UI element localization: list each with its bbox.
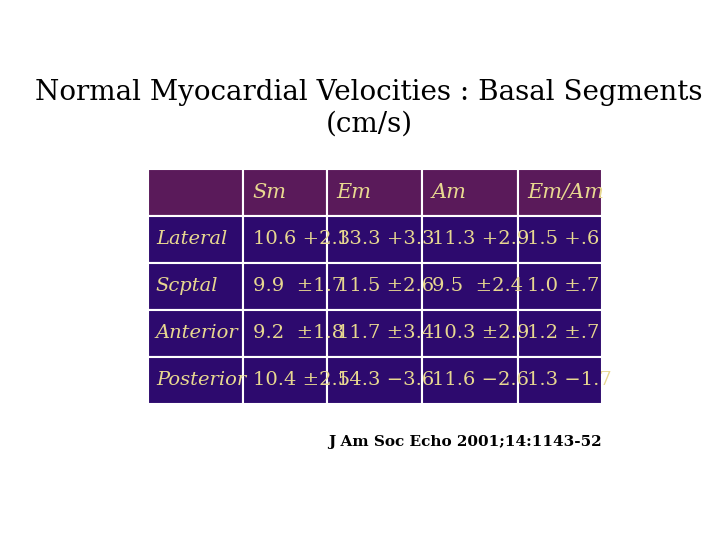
Bar xyxy=(423,215,518,262)
Text: Normal Myocardial Velocities : Basal Segments: Normal Myocardial Velocities : Basal Seg… xyxy=(35,79,703,106)
Text: 1.3 −1.7: 1.3 −1.7 xyxy=(527,371,611,389)
Bar xyxy=(243,168,327,215)
Bar xyxy=(327,262,423,309)
Bar xyxy=(518,262,601,309)
Bar xyxy=(148,309,243,356)
Text: Lateral: Lateral xyxy=(156,230,227,248)
Bar xyxy=(327,309,423,356)
Text: 11.7 ±3.4: 11.7 ±3.4 xyxy=(336,324,433,342)
Bar xyxy=(423,168,518,215)
Bar xyxy=(148,215,243,262)
Bar xyxy=(148,168,243,215)
Text: 9.2  ±1.8: 9.2 ±1.8 xyxy=(253,324,343,342)
Bar xyxy=(518,309,601,356)
Text: J Am Soc Echo 2001;14:1143-52: J Am Soc Echo 2001;14:1143-52 xyxy=(328,435,601,449)
Text: Sm: Sm xyxy=(253,183,287,202)
Text: Em: Em xyxy=(336,183,372,202)
Text: 9.9  ±1.7: 9.9 ±1.7 xyxy=(253,277,344,295)
Text: 1.0 ±.7: 1.0 ±.7 xyxy=(527,277,599,295)
Text: 11.5 ±2.6: 11.5 ±2.6 xyxy=(336,277,433,295)
Text: 1.2 ±.7: 1.2 ±.7 xyxy=(527,324,599,342)
Bar xyxy=(423,356,518,403)
Bar xyxy=(243,309,327,356)
Text: Scptal: Scptal xyxy=(156,277,218,295)
Bar xyxy=(518,168,601,215)
Text: 10.3 ±2.9: 10.3 ±2.9 xyxy=(432,324,529,342)
Text: Posterior: Posterior xyxy=(156,371,246,389)
Text: Anterior: Anterior xyxy=(156,324,238,342)
Text: (cm/s): (cm/s) xyxy=(325,111,413,138)
Text: 1.5 +.6: 1.5 +.6 xyxy=(527,230,599,248)
Bar xyxy=(518,356,601,403)
Bar xyxy=(423,262,518,309)
Text: 10.6 +2.3: 10.6 +2.3 xyxy=(253,230,350,248)
Bar xyxy=(327,168,423,215)
Bar xyxy=(243,356,327,403)
Bar xyxy=(327,215,423,262)
Bar xyxy=(423,309,518,356)
Text: 11.3 +2.9: 11.3 +2.9 xyxy=(432,230,529,248)
Bar xyxy=(518,215,601,262)
Bar xyxy=(148,356,243,403)
Text: 14.3 −3.6: 14.3 −3.6 xyxy=(336,371,433,389)
Bar xyxy=(327,356,423,403)
Text: Am: Am xyxy=(432,183,467,202)
Text: 11.6 −2.6: 11.6 −2.6 xyxy=(432,371,528,389)
Bar xyxy=(243,262,327,309)
Bar xyxy=(243,215,327,262)
Text: 13.3 +3.3: 13.3 +3.3 xyxy=(336,230,434,248)
Text: 10.4 ±2.5: 10.4 ±2.5 xyxy=(253,371,350,389)
Text: 9.5  ±2.4: 9.5 ±2.4 xyxy=(432,277,523,295)
Text: Em/Am: Em/Am xyxy=(527,183,603,202)
Bar xyxy=(148,262,243,309)
